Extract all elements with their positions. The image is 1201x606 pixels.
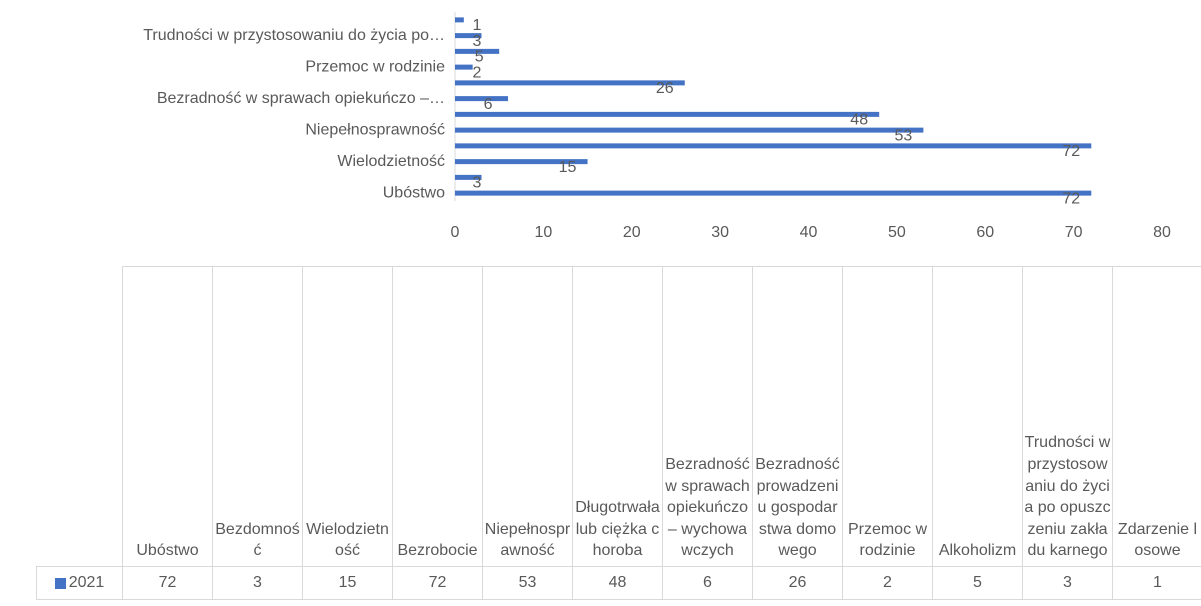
x-tick-label: 10 xyxy=(534,224,552,241)
table-header-text: Ubóstwo xyxy=(136,542,199,560)
x-tick-label: 60 xyxy=(976,224,994,241)
table-value: 48 xyxy=(572,566,663,600)
legend-cell: 2021 xyxy=(36,566,123,600)
data-label: 53 xyxy=(894,127,912,144)
bar xyxy=(455,159,588,165)
x-tick-label: 20 xyxy=(623,224,641,241)
data-label: 48 xyxy=(850,112,868,129)
table-header-text: Bezradność w sprawach opiekuńczo – wycho… xyxy=(665,456,750,560)
x-tick-label: 30 xyxy=(711,224,729,241)
table-value: 15 xyxy=(302,566,393,600)
table-value-text: 15 xyxy=(338,574,357,592)
table-header: Alkoholizm xyxy=(932,266,1023,567)
table-value-text: 3 xyxy=(253,574,262,592)
data-label: 3 xyxy=(473,175,482,192)
bar xyxy=(455,111,880,117)
table-header: Bezradność prowadzeniu gospodarstwa domo… xyxy=(752,266,843,567)
y-tick-label: Niepełnosprawność xyxy=(305,121,445,138)
legend-swatch xyxy=(54,577,66,589)
data-label: 3 xyxy=(473,33,482,50)
data-label: 26 xyxy=(656,80,674,97)
table-value-text: 2 xyxy=(883,574,892,592)
table-header: Bezdomność xyxy=(212,266,303,567)
table-header-text: Niepełnosprawność xyxy=(484,520,571,560)
y-tick-label: Ubóstwo xyxy=(383,184,445,201)
table-header: Niepełnosprawność xyxy=(482,266,573,567)
data-label: 2 xyxy=(473,64,482,81)
table-value: 2 xyxy=(842,566,933,600)
table-header-text: Wielodzietność xyxy=(306,520,389,560)
table-header: Bezrobocie xyxy=(392,266,483,567)
x-tick-label: 40 xyxy=(800,224,818,241)
table-value: 26 xyxy=(752,566,843,600)
y-tick-label: Wielodzietność xyxy=(337,153,445,170)
legend-label: 2021 xyxy=(68,574,105,592)
table-value: 3 xyxy=(212,566,303,600)
table-header-text: Zdarzenie losowe xyxy=(1117,520,1198,560)
table-header-text: Alkoholizm xyxy=(938,542,1017,560)
table-value-text: 5 xyxy=(973,574,982,592)
data-label: 1 xyxy=(473,17,482,34)
bar xyxy=(455,174,482,180)
data-label: 72 xyxy=(1062,143,1080,160)
table-value: 72 xyxy=(392,566,483,600)
table-value-text: 48 xyxy=(608,574,627,592)
bar xyxy=(455,64,473,70)
table-value-text: 3 xyxy=(1063,574,1072,592)
bar xyxy=(455,143,1092,149)
x-tick-label: 0 xyxy=(451,224,460,241)
table-header-text: Bezradność prowadzeniu gospodarstwa domo… xyxy=(755,456,840,560)
table-header: Długotrwała lub ciężka choroba xyxy=(572,266,663,567)
table-header: Ubóstwo xyxy=(122,266,213,567)
table-value-text: 72 xyxy=(158,574,177,592)
y-tick-label: Przemoc w rodzinie xyxy=(305,58,445,75)
table-value-text: 72 xyxy=(428,574,447,592)
table-header: Zdarzenie losowe xyxy=(1112,266,1201,567)
table-value-text: 6 xyxy=(703,574,712,592)
table-header-text: Długotrwała lub ciężka choroba xyxy=(575,499,660,560)
table-value-text: 53 xyxy=(518,574,537,592)
chart: 0 10 20 30 40 50 60 70 80 Ubóstwo Wielodzietność Ni… xyxy=(143,12,1171,241)
table-header-text: Trudności w przystosowaniu do życia po o… xyxy=(1024,434,1111,560)
x-tick-label: 70 xyxy=(1065,224,1083,241)
table-header: Wielodzietność xyxy=(302,266,393,567)
bar xyxy=(455,127,924,133)
table-header: Przemoc w rodzinie xyxy=(842,266,933,567)
table-value: 53 xyxy=(482,566,573,600)
table-header: Trudności w przystosowaniu do życia po o… xyxy=(1022,266,1113,567)
table-value-text: 1 xyxy=(1153,574,1162,592)
data-label: 15 xyxy=(559,159,577,176)
y-tick-label: Trudności w przystosowaniu do życia po… xyxy=(143,27,445,44)
table-value: 6 xyxy=(662,566,753,600)
x-tick-label: 80 xyxy=(1153,224,1171,241)
table-value: 3 xyxy=(1022,566,1113,600)
x-tick-label: 50 xyxy=(888,224,906,241)
table-value: 1 xyxy=(1112,566,1201,600)
bar xyxy=(455,96,509,102)
data-label: 5 xyxy=(475,49,484,66)
table-header-text: Bezdomność xyxy=(215,520,300,560)
table-header-text: Bezrobocie xyxy=(397,542,478,560)
data-label: 6 xyxy=(484,96,493,113)
table-header-text: Przemoc w rodzinie xyxy=(847,520,928,560)
bar xyxy=(455,190,1092,196)
bar xyxy=(455,33,482,39)
y-tick-label: Bezradność w sprawach opiekuńczo –… xyxy=(157,90,445,107)
bar xyxy=(455,17,464,23)
table-header: Bezradność w sprawach opiekuńczo – wycho… xyxy=(662,266,753,567)
data-label: 72 xyxy=(1062,190,1080,207)
table-value: 5 xyxy=(932,566,1023,600)
table-value: 72 xyxy=(122,566,213,600)
bar xyxy=(455,48,500,54)
bar xyxy=(455,80,685,86)
table-value-text: 26 xyxy=(788,574,807,592)
